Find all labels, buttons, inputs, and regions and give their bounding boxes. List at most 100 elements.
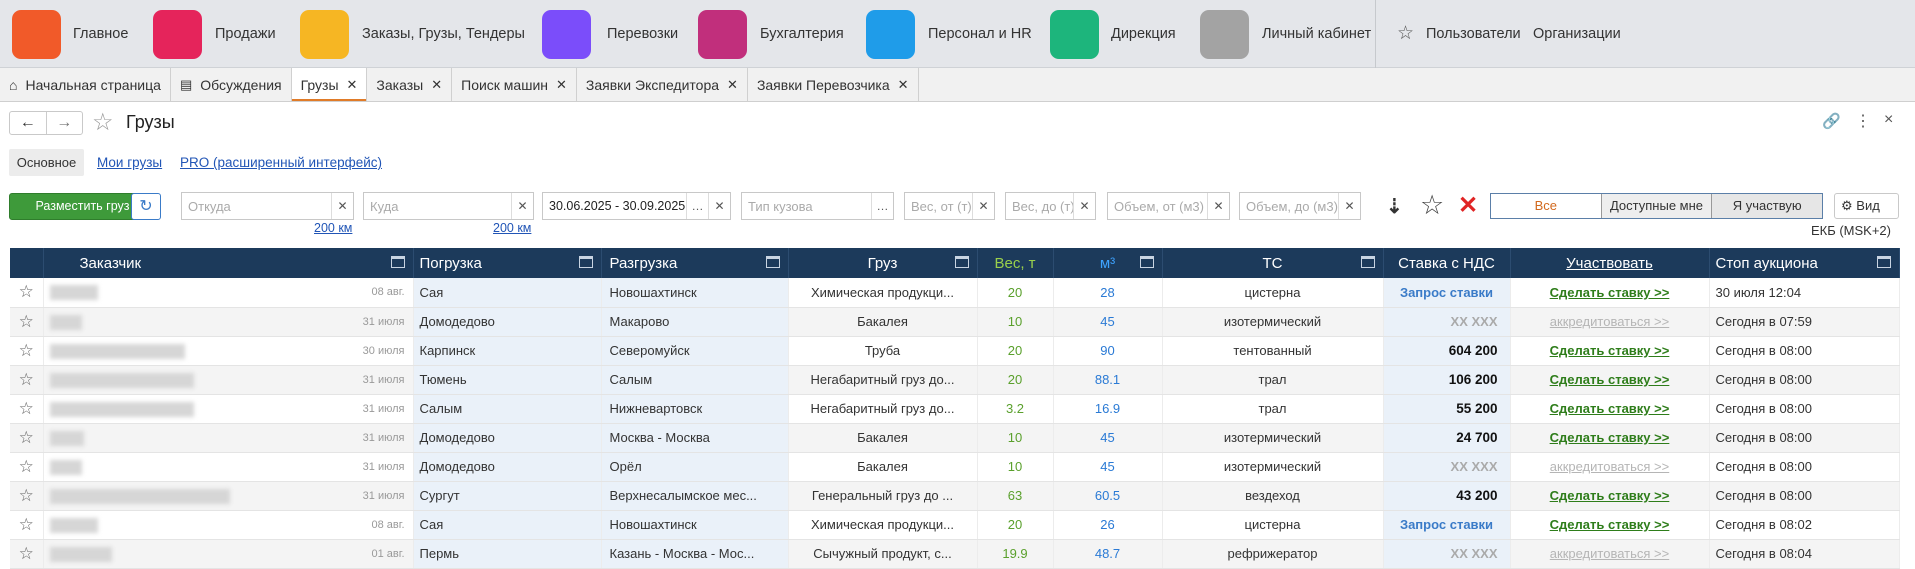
bid-link[interactable]: Сделать ставку >> — [1549, 401, 1670, 416]
filter-icon[interactable] — [1876, 256, 1891, 268]
nav-item[interactable]: Личный кабинет — [1262, 26, 1372, 42]
favorite-cell[interactable]: ☆ — [10, 394, 44, 424]
radius-from[interactable]: 200 км — [314, 221, 353, 235]
nav-item[interactable]: Персонал и HR — [928, 26, 1032, 42]
favorite-cell[interactable]: ☆ — [10, 510, 44, 540]
nav-item[interactable]: Организации — [1533, 26, 1621, 42]
tab-close[interactable]: ✕ — [727, 76, 738, 92]
tab[interactable]: Заявки Перевозчика ✕ — [748, 68, 919, 101]
weight-to-field[interactable]: Вес, до (т) ✕ — [1005, 192, 1096, 220]
nav-item[interactable]: Бухгалтерия — [760, 26, 844, 42]
filter-icon[interactable] — [954, 256, 969, 268]
refresh-button[interactable]: ↻ — [131, 193, 161, 220]
filter-icon[interactable] — [765, 256, 780, 268]
filter-icon[interactable] — [390, 256, 405, 268]
volume-from-field[interactable]: Объем, от (м3) ✕ — [1107, 192, 1230, 220]
segment[interactable]: Я участвую — [1712, 194, 1823, 218]
body-type-field[interactable]: Тип кузова… — [741, 192, 894, 220]
nav-icon[interactable] — [1050, 10, 1099, 59]
nav-item[interactable]: Перевозки — [607, 26, 679, 42]
weight-from-field[interactable]: Вес, от (т) ✕ — [904, 192, 995, 220]
segment[interactable]: Доступные мне — [1601, 194, 1713, 218]
close-icon[interactable]: × — [1884, 111, 1894, 128]
nav-icon[interactable] — [1200, 10, 1249, 59]
nav-icon[interactable] — [12, 10, 61, 59]
date-field[interactable]: 30.06.2025 - 30.09.2025… ✕ — [542, 192, 731, 220]
forward-button[interactable]: → — [56, 114, 73, 131]
clear[interactable]: ✕ — [1338, 193, 1360, 219]
tab[interactable]: ▤ Обсуждения — [171, 68, 292, 101]
column-header[interactable]: Заказчик — [43, 248, 414, 278]
nav-item[interactable]: Дирекция — [1111, 26, 1176, 42]
accredit-link[interactable]: аккредитоваться >> — [1549, 546, 1670, 561]
nav-item[interactable]: Пользователи — [1426, 26, 1521, 42]
tab[interactable]: Заявки Экспедитора ✕ — [577, 68, 748, 101]
favorite-cell[interactable]: ☆ — [10, 278, 44, 308]
column-header[interactable]: Стоп аукциона — [1709, 248, 1900, 278]
picker[interactable]: … — [686, 193, 708, 219]
segment[interactable]: Все — [1491, 194, 1602, 218]
column-header[interactable]: Ставка с НДС — [1383, 248, 1511, 278]
column-header[interactable]: Погрузка — [413, 248, 602, 278]
tab-close[interactable]: ✕ — [897, 76, 909, 92]
favorite-cell[interactable]: ☆ — [10, 336, 44, 366]
clear[interactable]: ✕ — [1073, 193, 1095, 219]
subtab[interactable]: PRO (расширенный интерфейс) — [180, 155, 383, 170]
clear[interactable]: ✕ — [1207, 193, 1229, 219]
tab-close[interactable]: ✕ — [556, 76, 567, 92]
column-header[interactable]: Вес, т — [977, 248, 1054, 278]
reset-filters[interactable]: ✕ — [1458, 192, 1479, 219]
from-field[interactable]: Откуда ✕ — [181, 192, 354, 220]
back-button[interactable]: ← — [10, 112, 47, 134]
subtab[interactable]: Мои грузы — [97, 155, 163, 170]
favorite-filter[interactable]: ☆ — [1420, 190, 1445, 220]
clear[interactable]: ✕ — [972, 193, 994, 219]
tab[interactable]: Поиск машин ✕ — [452, 68, 577, 101]
filter-icon[interactable] — [578, 256, 593, 268]
nav-icon[interactable] — [866, 10, 915, 59]
tab-close[interactable]: ✕ — [431, 76, 443, 92]
nav-icon[interactable] — [300, 10, 349, 59]
bid-link[interactable]: Сделать ставку >> — [1549, 343, 1670, 358]
nav-icon[interactable] — [698, 10, 747, 59]
radius-to[interactable]: 200 км — [493, 221, 532, 235]
tab[interactable]: Грузы ✕ — [291, 68, 368, 101]
tab[interactable]: ⌂ Начальная страница — [0, 68, 171, 101]
clear[interactable]: ✕ — [708, 193, 730, 219]
view-button[interactable]: ⚙ Вид — [1834, 193, 1899, 219]
filter-icon[interactable] — [1360, 256, 1375, 268]
bid-link[interactable]: Сделать ставку >> — [1549, 488, 1670, 503]
tab[interactable]: Заказы ✕ — [367, 68, 453, 101]
bid-link[interactable]: Сделать ставку >> — [1549, 430, 1670, 445]
favorite-cell[interactable]: ☆ — [10, 539, 44, 569]
nav-icon[interactable] — [153, 10, 202, 59]
accredit-link[interactable]: аккредитоваться >> — [1549, 459, 1670, 474]
column-header[interactable]: Участвовать — [1510, 248, 1710, 278]
favorite-cell[interactable]: ☆ — [10, 423, 44, 453]
favorite-cell[interactable]: ☆ — [10, 307, 44, 337]
accredit-link[interactable]: аккредитоваться >> — [1549, 314, 1670, 329]
clear[interactable]: ✕ — [511, 193, 533, 219]
clear[interactable]: ✕ — [331, 193, 353, 219]
filter-icon[interactable] — [1139, 256, 1154, 268]
favorite-star[interactable]: ☆ — [92, 109, 114, 136]
star-icon[interactable]: ☆ — [1397, 23, 1415, 44]
tab-close[interactable]: ✕ — [346, 76, 358, 92]
column-header[interactable]: Разгрузка — [601, 248, 789, 278]
to-field[interactable]: Куда ✕ — [363, 192, 534, 220]
sort-icon[interactable]: ⇣ — [1386, 196, 1403, 218]
nav-item[interactable]: Заказы, Грузы, Тендеры — [362, 26, 525, 42]
link-icon[interactable]: 🔗 — [1822, 113, 1841, 130]
favorite-cell[interactable]: ☆ — [10, 365, 44, 395]
nav-item[interactable]: Главное — [73, 26, 129, 42]
nav-item[interactable]: Продажи — [215, 26, 276, 42]
subtab-active[interactable]: Основное — [9, 149, 84, 176]
bid-link[interactable]: Сделать ставку >> — [1549, 517, 1670, 532]
favorite-cell[interactable]: ☆ — [10, 481, 44, 511]
nav-icon[interactable] — [542, 10, 591, 59]
column-header[interactable]: ТС — [1162, 248, 1384, 278]
bid-link[interactable]: Сделать ставку >> — [1549, 372, 1670, 387]
favorite-cell[interactable]: ☆ — [10, 452, 44, 482]
picker[interactable]: … — [871, 193, 893, 219]
volume-to-field[interactable]: Объем, до (м3) ✕ — [1239, 192, 1361, 220]
